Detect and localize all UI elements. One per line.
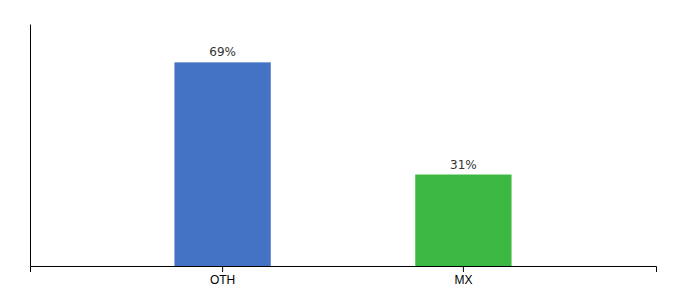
chart: OTH MX 69% 31% — [0, 0, 680, 300]
x-tick-mark — [463, 266, 464, 272]
data-label: 69% — [209, 45, 236, 59]
data-labels: 69% 31% — [209, 45, 476, 171]
x-tick-label: MX — [454, 273, 472, 287]
x-tick-label: OTH — [210, 273, 235, 287]
x-axis-line — [31, 267, 657, 273]
bar — [174, 62, 270, 266]
x-axis: OTH MX — [31, 266, 657, 287]
y-axis — [30, 25, 31, 267]
x-tick-mark — [222, 266, 223, 272]
bars — [174, 62, 511, 266]
x-tick: MX — [454, 266, 472, 287]
x-tick: OTH — [210, 266, 235, 287]
plot: OTH MX 69% 31% — [31, 25, 657, 287]
data-label: 31% — [450, 158, 477, 172]
bar — [415, 175, 511, 266]
y-axis-line — [30, 25, 31, 267]
